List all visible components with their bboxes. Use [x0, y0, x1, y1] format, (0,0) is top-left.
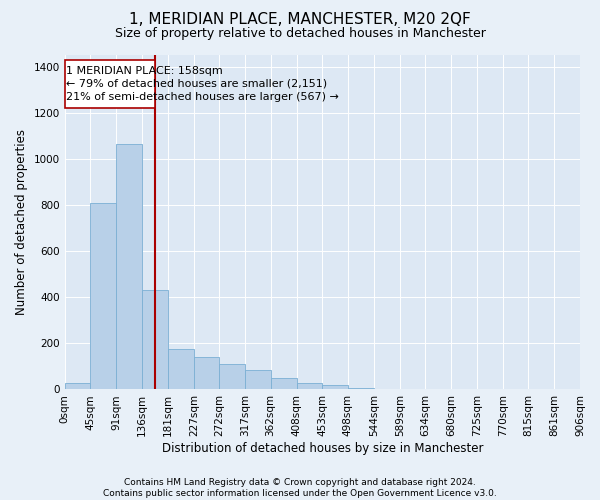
Bar: [194, 357, 220, 390]
Bar: [297, 382, 322, 390]
Y-axis label: Number of detached properties: Number of detached properties: [15, 129, 28, 315]
Text: 1 MERIDIAN PLACE: 158sqm
← 79% of detached houses are smaller (2,151)
21% of sem: 1 MERIDIAN PLACE: 158sqm ← 79% of detach…: [67, 66, 339, 102]
Bar: [167, 349, 194, 390]
Bar: [90, 202, 116, 390]
Bar: [348, 388, 374, 390]
Text: Contains HM Land Registry data © Crown copyright and database right 2024.
Contai: Contains HM Land Registry data © Crown c…: [103, 478, 497, 498]
X-axis label: Distribution of detached houses by size in Manchester: Distribution of detached houses by size …: [161, 442, 483, 455]
Bar: [65, 382, 90, 390]
Bar: [322, 385, 348, 390]
Bar: [245, 370, 271, 390]
Bar: [116, 144, 142, 390]
FancyBboxPatch shape: [65, 60, 155, 108]
Bar: [271, 378, 297, 390]
Bar: [142, 290, 167, 390]
Text: 1, MERIDIAN PLACE, MANCHESTER, M20 2QF: 1, MERIDIAN PLACE, MANCHESTER, M20 2QF: [129, 12, 471, 28]
Bar: [220, 364, 245, 390]
Text: Size of property relative to detached houses in Manchester: Size of property relative to detached ho…: [115, 28, 485, 40]
